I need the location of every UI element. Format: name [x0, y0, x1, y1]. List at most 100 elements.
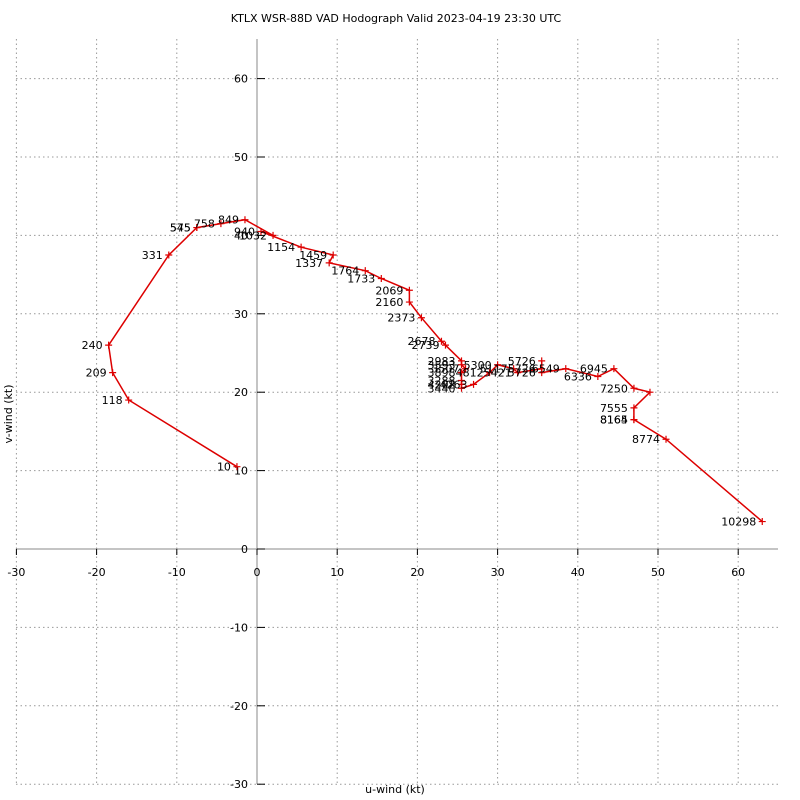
data-point-marker	[405, 298, 413, 306]
y-tick-label: -10	[230, 621, 248, 634]
x-tick-label: 10	[330, 566, 344, 579]
height-label: 1459	[299, 249, 327, 262]
height-label: 3507	[432, 363, 460, 376]
data-point-marker	[758, 518, 766, 526]
height-label: 1764	[331, 265, 359, 278]
data-point-marker	[458, 384, 466, 392]
y-tick-label: 0	[241, 543, 248, 556]
x-tick-label: 60	[731, 566, 745, 579]
data-point-marker	[269, 231, 277, 239]
data-point-marker	[610, 365, 618, 373]
height-label: 5300	[464, 359, 492, 372]
data-point-marker	[630, 404, 638, 412]
height-label: 5726	[508, 355, 536, 368]
height-label: 5421	[484, 367, 512, 380]
height-label: 1032	[239, 229, 267, 242]
data-point-marker	[486, 369, 494, 377]
data-point-marker	[437, 337, 445, 345]
x-tick-label: 0	[254, 566, 261, 579]
y-tick-label: 60	[234, 73, 248, 86]
hodograph-series	[105, 216, 766, 526]
height-label: 1337	[295, 257, 323, 270]
height-label: 331	[142, 249, 163, 262]
x-tick-label: 50	[651, 566, 665, 579]
height-label: 4812	[456, 367, 484, 380]
tick-labels: -30 -20 -10 0 10 20 30 40 50 60 -30 -20 -10 0 10 20 30 40…	[7, 73, 745, 792]
data-point-marker	[441, 341, 449, 349]
height-label: 2739	[411, 339, 439, 352]
chart-title: KTLX WSR-88D VAD Hodograph Valid 2023-04…	[231, 12, 562, 25]
axes	[15, 39, 778, 785]
height-label: 209	[86, 367, 107, 380]
data-point-marker	[233, 463, 241, 471]
data-point-marker	[361, 267, 369, 275]
data-point-marker	[594, 373, 602, 381]
x-tick-label: -30	[7, 566, 25, 579]
height-label: 3288	[428, 374, 456, 387]
height-label: 5726	[508, 363, 536, 376]
height-label: 3440	[428, 382, 456, 395]
y-tick-label: 30	[234, 308, 248, 321]
height-label: 8164	[600, 414, 628, 427]
y-tick-label: -20	[230, 700, 248, 713]
height-label: 10298	[721, 516, 756, 529]
height-label: 849	[218, 214, 239, 227]
height-label: 2678	[407, 335, 435, 348]
data-point-marker	[217, 220, 225, 228]
data-point-marker	[329, 251, 337, 259]
data-point-marker	[125, 396, 133, 404]
data-point-marker	[462, 365, 470, 373]
data-point-marker	[646, 388, 654, 396]
data-point-marker	[297, 243, 305, 251]
data-point-marker	[662, 435, 670, 443]
y-tick-label: 40	[234, 229, 248, 242]
height-label: 545	[170, 222, 191, 235]
x-tick-label: 40	[571, 566, 585, 579]
height-label: 758	[194, 218, 215, 231]
data-point-marker	[630, 384, 638, 392]
height-label: 2373	[387, 312, 415, 325]
data-point-marker	[417, 314, 425, 322]
height-label: 5117	[480, 363, 508, 376]
height-label: 5726	[508, 367, 536, 380]
height-label: 940	[234, 225, 255, 238]
data-point-marker	[109, 369, 117, 377]
height-label: 6945	[580, 363, 608, 376]
height-label: 8165	[600, 414, 628, 427]
height-label: 8774	[632, 433, 660, 446]
height-label: 240	[82, 339, 103, 352]
height-label: 1154	[267, 241, 295, 254]
height-label: 7555	[600, 402, 628, 415]
height-label: 3593	[428, 359, 456, 372]
data-point-marker	[325, 259, 333, 267]
data-point-marker	[377, 275, 385, 283]
height-label: 2983	[428, 355, 456, 368]
height-label: 2069	[375, 284, 403, 297]
data-point-marker	[105, 341, 113, 349]
height-label: 4202	[428, 378, 456, 391]
data-point-marker	[538, 369, 546, 377]
hodograph-line	[107, 218, 763, 523]
data-point-marker	[538, 357, 546, 365]
height-label: 7250	[600, 382, 628, 395]
x-axis-label: u-wind (kt)	[365, 783, 425, 796]
data-point-marker	[562, 365, 570, 373]
data-point-marker	[405, 286, 413, 294]
data-point-marker	[458, 369, 466, 377]
data-point-marker	[193, 224, 201, 232]
y-axis-label: v-wind (kt)	[2, 385, 15, 444]
data-point-marker	[510, 365, 518, 373]
height-label: 10	[217, 461, 231, 474]
y-tick-label: 20	[234, 386, 248, 399]
height-label: 2160	[375, 296, 403, 309]
height-label: 1733	[347, 273, 375, 286]
data-point-marker	[257, 227, 265, 235]
height-label: 4263	[440, 378, 468, 391]
x-tick-label: -20	[88, 566, 106, 579]
grid	[15, 39, 778, 785]
y-tick-label: 50	[234, 151, 248, 164]
data-point-marker	[494, 361, 502, 369]
x-tick-label: 20	[410, 566, 424, 579]
height-label: 575	[170, 222, 191, 235]
